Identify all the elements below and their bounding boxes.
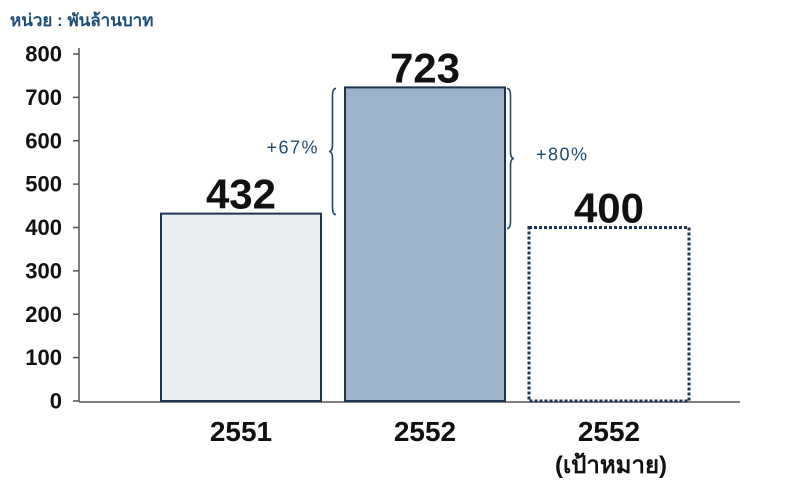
bar-2: [344, 86, 506, 403]
y-tick-label: 500: [25, 172, 62, 197]
x-tick-label: 2551: [210, 416, 272, 447]
growth-bracket: [506, 87, 515, 230]
growth-bracket: [328, 87, 337, 216]
bar-1: [160, 212, 322, 402]
y-tick-label: 0: [50, 389, 62, 414]
y-tick-label: 800: [25, 42, 62, 67]
bars: 432 2551 723 2552 400 2552 (เป้าหมาย): [160, 44, 691, 479]
y-tick-label: 700: [25, 85, 62, 110]
bar-value-label: 400: [574, 185, 644, 232]
x-tick-label: 2552: [394, 416, 456, 447]
x-tick-sublabel: (เป้าหมาย): [555, 452, 667, 479]
x-tick-label: 2552: [578, 416, 640, 447]
bar-value-label: 432: [206, 171, 276, 218]
y-tick-label: 400: [25, 215, 62, 240]
axes: 0 100 200 300 400 500 600 700 800: [25, 42, 740, 414]
unit-label: หน่วย : พันล้านบาท: [10, 11, 153, 30]
growth-percent-label: +80%: [536, 144, 589, 164]
y-tick-label: 600: [25, 128, 62, 153]
y-tick-label: 200: [25, 302, 62, 327]
bar-value-label: 723: [390, 44, 460, 91]
growth-percent-label: +67%: [266, 138, 319, 158]
growth-annotations: +67% +80%: [266, 87, 589, 230]
y-tick-label: 300: [25, 258, 62, 283]
bar-3: [527, 226, 691, 403]
y-tick-label: 100: [25, 345, 62, 370]
